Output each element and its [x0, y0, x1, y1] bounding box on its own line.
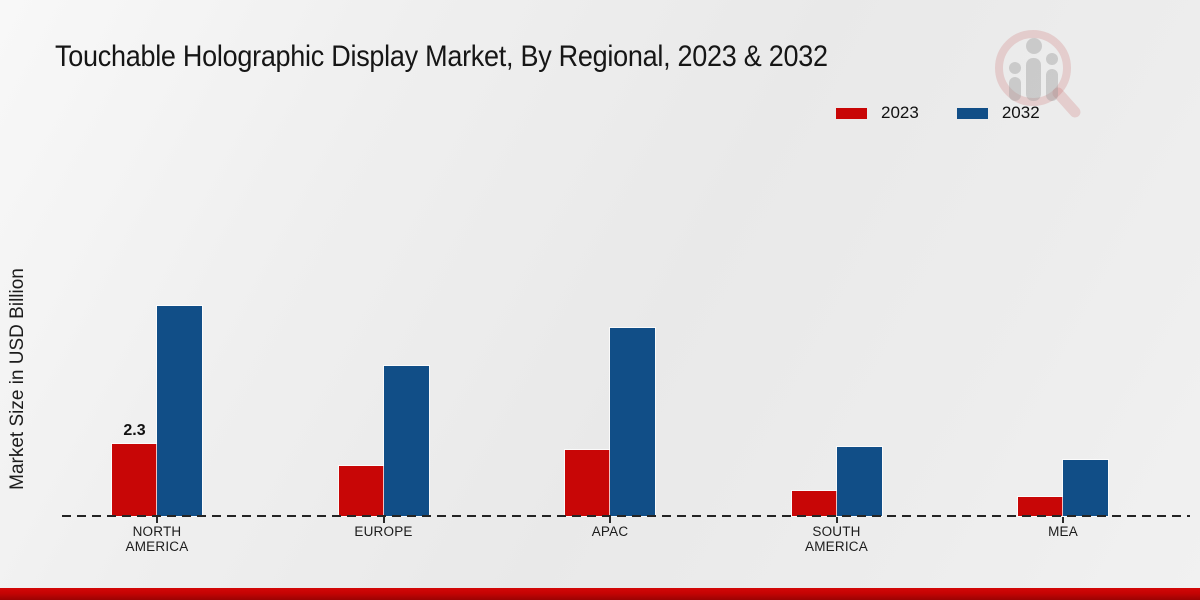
category-label-apac: APAC — [591, 524, 629, 539]
legend: 2023 2032 — [836, 103, 1040, 123]
bar-mea-2023 — [1018, 497, 1063, 516]
bar-europe-2023 — [338, 466, 384, 516]
x-axis-tick-north-america — [156, 517, 158, 523]
bar-south-america-2023 — [791, 491, 837, 516]
category-label-south-america: SOUTH AMERICA — [805, 524, 868, 554]
brand-watermark-logo — [995, 30, 1081, 118]
legend-swatch-2032 — [956, 107, 988, 119]
bar-north-america-2032 — [157, 306, 202, 516]
legend-item-2032: 2032 — [956, 103, 1040, 123]
bar-north-america-2023 — [112, 444, 157, 516]
bar-europe-2032 — [383, 366, 429, 516]
x-axis-baseline — [62, 515, 1190, 517]
bar-south-america-2032 — [836, 447, 882, 516]
legend-label-2023: 2023 — [881, 103, 919, 122]
category-label-north-america: NORTH AMERICA — [125, 524, 189, 554]
legend-swatch-2023 — [836, 107, 867, 119]
bar-mea-2032 — [1063, 460, 1108, 516]
bar-value-label-north-america-2023: 2.3 — [123, 422, 146, 439]
bar-apac-2032 — [610, 328, 655, 516]
legend-item-2023: 2023 — [836, 103, 919, 123]
bottom-accent-strip — [0, 588, 1200, 600]
magnifier-icon — [995, 30, 1081, 118]
x-axis-tick-south-america — [835, 517, 838, 523]
bar-people-glyph — [1009, 38, 1058, 101]
x-axis-tick-europe — [382, 517, 385, 523]
x-axis-tick-mea — [1062, 517, 1064, 523]
page-title: Touchable Holographic Display Market, By… — [55, 40, 828, 73]
category-label-europe: EUROPE — [354, 524, 413, 539]
bar-apac-2023 — [565, 450, 610, 516]
legend-label-2032: 2032 — [1001, 103, 1040, 122]
x-axis-tick-apac — [609, 517, 611, 523]
category-label-mea: MEA — [1048, 524, 1078, 539]
